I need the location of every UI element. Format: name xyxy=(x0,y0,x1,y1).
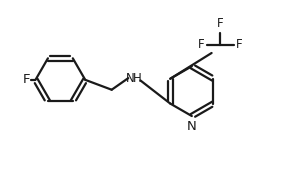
Text: F: F xyxy=(236,38,242,51)
Text: N: N xyxy=(126,73,135,86)
Text: F: F xyxy=(23,73,30,86)
Text: F: F xyxy=(217,17,223,30)
Text: N: N xyxy=(187,120,197,133)
Text: H: H xyxy=(132,73,141,86)
Text: F: F xyxy=(198,38,204,51)
